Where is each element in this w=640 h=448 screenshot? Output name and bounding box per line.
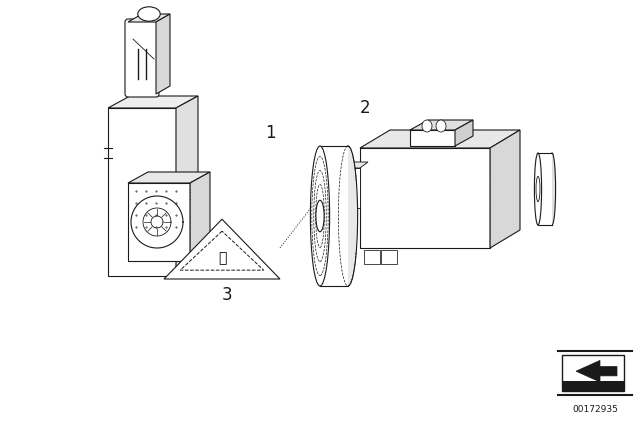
FancyBboxPatch shape [562, 381, 624, 391]
Polygon shape [410, 130, 455, 146]
Polygon shape [128, 14, 170, 22]
Polygon shape [576, 360, 617, 382]
Polygon shape [455, 120, 473, 146]
Text: 1: 1 [265, 124, 276, 142]
Text: 2: 2 [360, 99, 371, 117]
Polygon shape [164, 219, 280, 279]
Polygon shape [176, 96, 198, 276]
Polygon shape [332, 162, 368, 168]
Text: 🔌: 🔌 [218, 251, 226, 265]
Polygon shape [538, 153, 552, 225]
Ellipse shape [310, 146, 330, 286]
Text: 3: 3 [222, 286, 232, 304]
Polygon shape [360, 130, 520, 148]
Ellipse shape [339, 146, 358, 286]
Polygon shape [320, 146, 348, 286]
FancyBboxPatch shape [125, 19, 159, 97]
Polygon shape [410, 120, 473, 130]
Polygon shape [360, 148, 490, 248]
FancyBboxPatch shape [562, 355, 624, 391]
Ellipse shape [138, 7, 160, 21]
FancyBboxPatch shape [364, 250, 380, 264]
Polygon shape [490, 130, 520, 248]
Polygon shape [128, 183, 190, 261]
Polygon shape [108, 96, 198, 108]
FancyBboxPatch shape [381, 250, 397, 264]
Ellipse shape [436, 120, 446, 132]
Polygon shape [190, 172, 210, 261]
Ellipse shape [422, 120, 432, 132]
Polygon shape [108, 108, 176, 276]
Ellipse shape [548, 153, 556, 225]
Polygon shape [128, 172, 210, 183]
Polygon shape [332, 168, 360, 208]
Text: 00172935: 00172935 [572, 405, 618, 414]
Polygon shape [156, 14, 170, 94]
Ellipse shape [316, 200, 324, 232]
Ellipse shape [534, 153, 541, 225]
